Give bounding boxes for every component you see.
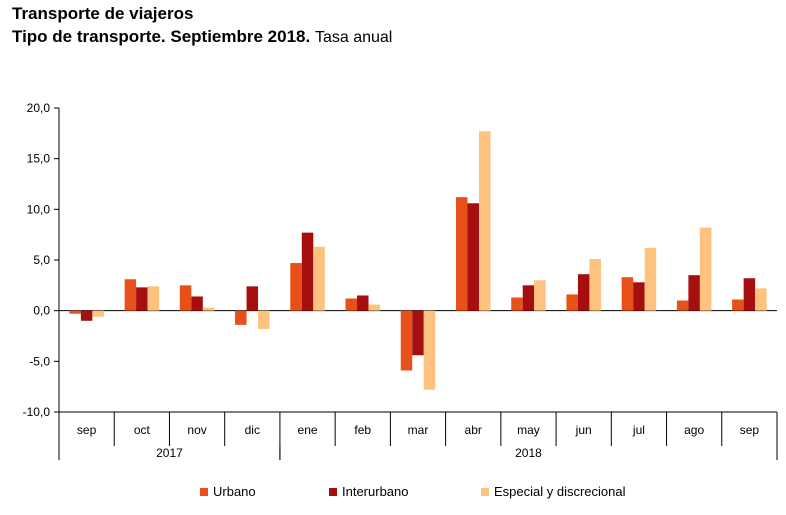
bar [534,280,546,311]
x-tick-label: mar [408,423,429,437]
bar [313,246,325,311]
bar [412,310,424,356]
y-tick-label: 20,0 [27,101,51,115]
bar [478,131,491,311]
bar [69,310,81,314]
bar [633,282,645,311]
legend-label-urbano: Urbano [213,484,256,499]
x-tick-label: sep [740,423,760,437]
bar [522,285,535,311]
year-label: 2018 [515,446,542,460]
bar [511,297,523,311]
legend-swatch-interurbano [329,487,337,496]
y-tick-label: 5,0 [33,253,50,267]
legend-item-interurbano: Interurbano [329,484,409,499]
x-tick-label: dic [245,423,260,437]
bar [368,304,381,311]
year-label: 2017 [156,446,183,460]
legend-swatch-especial [481,487,489,496]
chart-subtitle-main: Tipo de transporte. Septiembre 2018. [12,27,311,46]
bar [246,286,259,311]
bar [357,295,369,311]
bar [688,275,700,311]
bar [191,296,203,311]
bar [699,227,712,311]
bar [301,232,314,311]
bar [147,286,160,311]
chart-title: Transporte de viajeros [12,4,194,23]
bar [455,197,468,311]
bar [743,278,756,311]
y-tick-label: 0,0 [33,304,50,318]
x-tick-label: abr [465,423,482,437]
legend-item-urbano: Urbano [200,484,256,499]
bar [732,299,744,311]
x-tick-label: jul [632,423,645,437]
bar [290,263,302,311]
legend-label-interurbano: Interurbano [342,484,409,499]
bar [467,203,479,311]
x-tick-label: sep [77,423,97,437]
bar [345,298,358,311]
bar [124,279,137,311]
bar [202,307,215,311]
bar [577,274,590,311]
legend-label-especial: Especial y discrecional [494,484,626,499]
x-tick-label: ago [684,423,704,437]
x-tick-label: may [517,423,540,437]
y-tick-label: 15,0 [27,152,51,166]
chart-subtitle: Tipo de transporte. Septiembre 2018. Tas… [12,27,392,47]
bar [136,287,148,311]
bar [589,258,601,311]
chart-legend: Urbano Interurbano Especial y discrecion… [0,484,786,504]
bar [566,294,578,311]
bar [644,247,657,311]
x-tick-label: jun [575,423,592,437]
legend-item-especial: Especial y discrecional [481,484,626,499]
x-tick-label: feb [354,423,371,437]
y-tick-label: 10,0 [27,202,51,216]
y-tick-label: -10,0 [23,405,51,419]
bar [258,310,270,329]
bar [676,300,689,311]
x-tick-label: ene [298,423,318,437]
bar [235,310,247,325]
bar [80,310,93,321]
bar [423,310,436,390]
bar [92,310,104,317]
chart-subtitle-unit: Tasa anual [314,29,393,46]
bar-chart: -10,0 -5,0 0,0 5,0 10,0 15,0 20,0 sep oct nov dic e… [23,101,778,460]
x-tick-label: nov [187,423,206,437]
bar [755,288,767,311]
bar [621,277,634,311]
legend-swatch-urbano [200,487,208,496]
bar [400,310,413,371]
x-tick-label: oct [134,423,151,437]
y-tick-label: -5,0 [29,354,50,368]
bar [179,285,192,311]
